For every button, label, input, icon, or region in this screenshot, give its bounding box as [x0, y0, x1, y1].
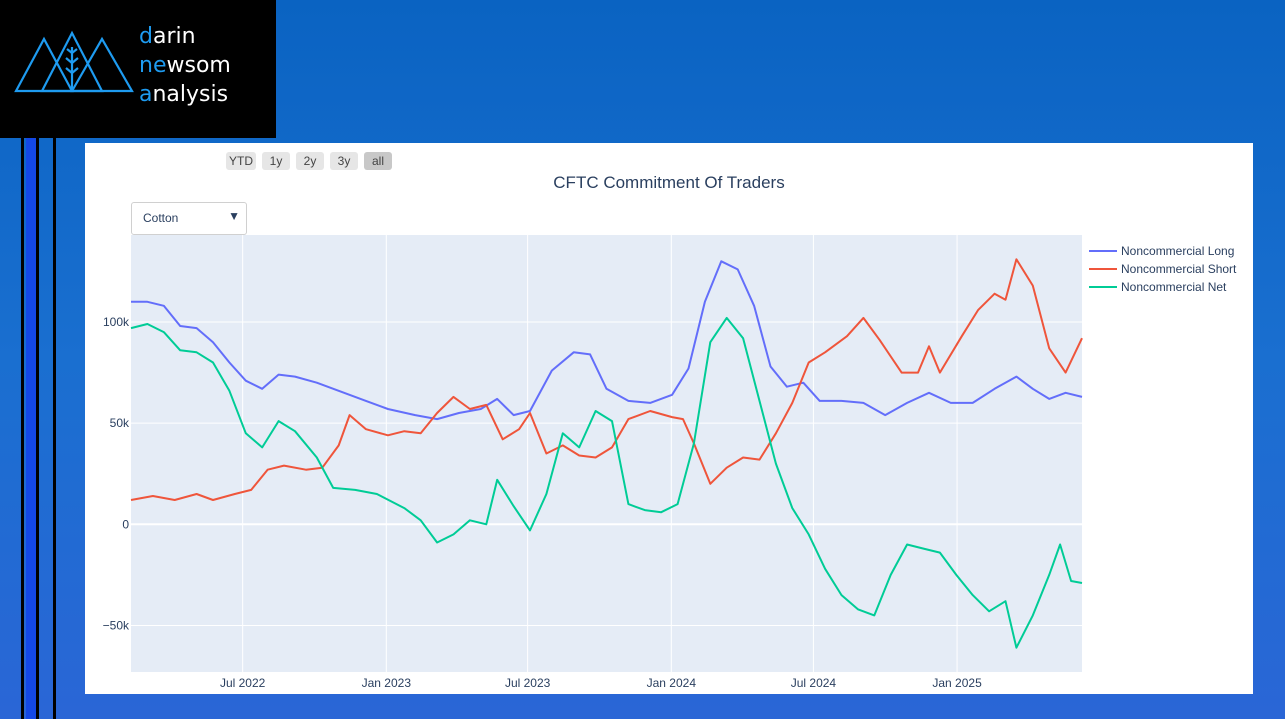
- decorative-bar-middle: [36, 138, 39, 719]
- range-button-1y[interactable]: 1y: [262, 152, 290, 170]
- commodity-dropdown[interactable]: Cotton ▼: [131, 202, 247, 235]
- range-button-3y[interactable]: 3y: [330, 152, 358, 170]
- logo: darin newsom analysis: [0, 0, 276, 138]
- chart-panel: [85, 143, 1253, 694]
- range-button-all[interactable]: all: [364, 152, 392, 170]
- mountain-logo-icon: [14, 30, 134, 93]
- decorative-bar-left: [21, 138, 24, 719]
- decorative-bar-blue: [26, 138, 36, 719]
- range-button-ytd[interactable]: YTD: [226, 152, 256, 170]
- logo-wordmark: darin newsom analysis: [139, 24, 231, 107]
- decorative-bar-right: [53, 138, 56, 719]
- chart-title: CFTC Commitment Of Traders: [553, 173, 785, 192]
- chevron-down-icon: ▼: [228, 209, 240, 223]
- range-button-2y[interactable]: 2y: [296, 152, 324, 170]
- dropdown-selected-value: Cotton: [143, 211, 179, 225]
